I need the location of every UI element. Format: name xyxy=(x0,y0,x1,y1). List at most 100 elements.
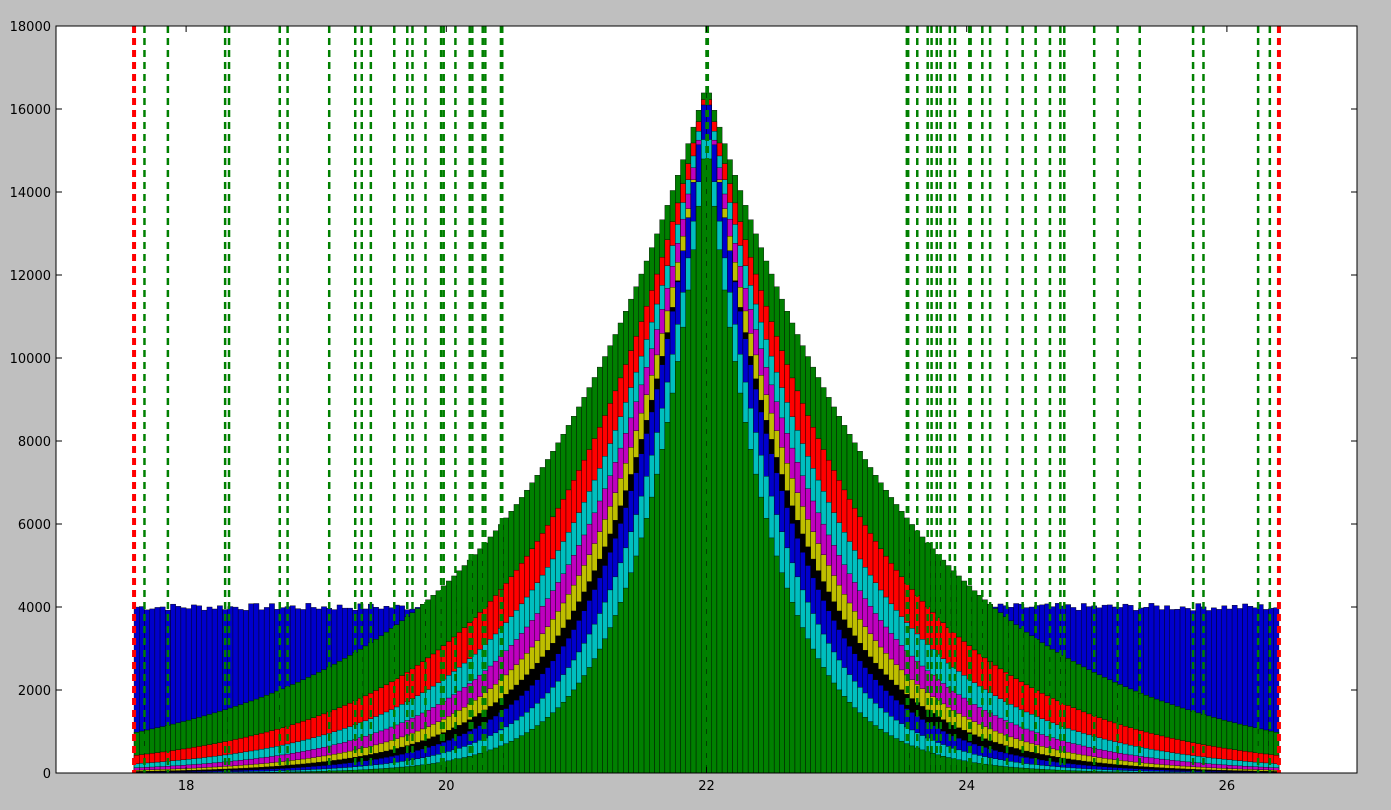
histogram-bar xyxy=(492,747,499,774)
x-tick-label: 24 xyxy=(958,779,975,794)
histogram-bar xyxy=(825,675,832,774)
histogram-series-10 xyxy=(133,158,1280,774)
histogram-bar xyxy=(773,555,780,774)
histogram-bar xyxy=(1008,766,1014,774)
histogram-bar xyxy=(602,638,608,774)
histogram-bar xyxy=(503,743,509,774)
histogram-bar xyxy=(430,763,437,774)
histogram-bar xyxy=(841,696,848,774)
histogram-bar xyxy=(961,760,967,774)
histogram-bar xyxy=(862,717,869,774)
y-tick-label: 10000 xyxy=(10,352,51,367)
histogram-bar xyxy=(831,682,837,774)
histogram-bar xyxy=(581,675,587,774)
y-tick-label: 4000 xyxy=(18,601,51,616)
y-tick-label: 0 xyxy=(43,767,51,782)
histogram-bar xyxy=(643,518,650,774)
y-tick-label: 16000 xyxy=(10,103,51,118)
histogram-bar xyxy=(669,392,676,774)
histogram-bar xyxy=(721,289,728,774)
histogram-bar xyxy=(789,602,796,774)
histogram-bar xyxy=(956,759,962,774)
histogram-bar xyxy=(846,701,853,774)
histogram-bar xyxy=(878,728,884,774)
histogram-bar xyxy=(414,765,421,774)
histogram-bar xyxy=(623,587,629,774)
x-tick-label: 18 xyxy=(178,779,195,794)
y-tick-label: 8000 xyxy=(18,435,51,450)
histogram-bar xyxy=(810,648,816,774)
y-tick-label: 6000 xyxy=(18,518,51,533)
histogram-bar xyxy=(742,422,749,774)
histogram-bar xyxy=(373,768,379,774)
histogram-bar xyxy=(919,749,926,774)
histogram-bar xyxy=(1023,768,1030,774)
histogram-bar xyxy=(534,725,541,774)
histogram-bar xyxy=(383,768,390,774)
histogram-bar xyxy=(695,205,702,774)
histogram-bar xyxy=(893,738,900,774)
y-tick-label: 2000 xyxy=(18,684,51,699)
histogram-bar xyxy=(508,740,515,774)
histogram-bar xyxy=(685,289,692,774)
vertical-lines xyxy=(132,26,1281,773)
histogram-bar xyxy=(732,361,738,774)
histogram-bar xyxy=(378,768,385,774)
histogram-bar xyxy=(867,721,874,774)
histogram-bar xyxy=(446,760,452,774)
y-tick-label: 18000 xyxy=(10,20,51,35)
histogram-bar xyxy=(690,249,697,774)
histogram-bar xyxy=(565,696,572,774)
histogram-bar xyxy=(768,537,775,774)
histogram-bar xyxy=(586,667,593,774)
histogram-bar xyxy=(909,745,915,774)
x-tick-label: 20 xyxy=(438,779,455,794)
histogram-bar xyxy=(518,735,525,774)
histogram-bar xyxy=(997,765,1004,774)
histogram-bar xyxy=(659,449,666,774)
histogram-bar xyxy=(1028,768,1035,774)
histogram-bar xyxy=(633,555,640,774)
histogram-bar xyxy=(805,638,811,774)
histogram-bar xyxy=(571,689,577,774)
histogram-bar xyxy=(544,717,551,774)
histogram-bar xyxy=(794,615,801,774)
histogram-bar xyxy=(591,658,598,774)
histogram-bar xyxy=(784,587,790,774)
histogram-bar xyxy=(872,725,879,774)
histogram-bar xyxy=(487,749,494,774)
histogram-bar xyxy=(456,758,463,774)
histogram-bar xyxy=(555,707,561,774)
x-tick-label: 22 xyxy=(698,779,715,794)
histogram-bar xyxy=(753,473,759,774)
histogram-bar xyxy=(529,728,535,774)
histogram-bar xyxy=(971,762,978,774)
histogram-bar xyxy=(716,249,723,774)
histogram-bar xyxy=(815,658,822,774)
histogram-bar xyxy=(727,326,733,774)
histogram-bar xyxy=(857,712,863,774)
histogram-bar xyxy=(1013,767,1019,774)
histogram-bar xyxy=(1039,769,1045,774)
histogram-bar xyxy=(883,732,889,774)
histogram-bar xyxy=(649,496,655,774)
histogram-bar xyxy=(675,361,681,774)
histogram-bar xyxy=(836,689,842,774)
histogram-bar xyxy=(747,449,754,774)
y-tick-label: 14000 xyxy=(10,186,51,201)
histogram-bar xyxy=(513,738,520,774)
histogram-bar xyxy=(399,766,405,774)
histogram-bar xyxy=(799,627,806,774)
histogram-bar xyxy=(607,627,614,774)
histogram-bar xyxy=(779,572,785,774)
histogram-bar xyxy=(576,682,582,774)
histogram-bar xyxy=(617,602,624,774)
histogram-bar xyxy=(597,648,603,774)
x-tick-label: 26 xyxy=(1219,779,1236,794)
histogram-bar xyxy=(539,721,546,774)
histogram-bar xyxy=(628,572,634,774)
histogram-bar xyxy=(888,735,895,774)
histogram-bar xyxy=(664,422,671,774)
y-axis: 0 2000 4000 6000 8000 10000 12000 14000 16000 180… xyxy=(10,20,1357,782)
